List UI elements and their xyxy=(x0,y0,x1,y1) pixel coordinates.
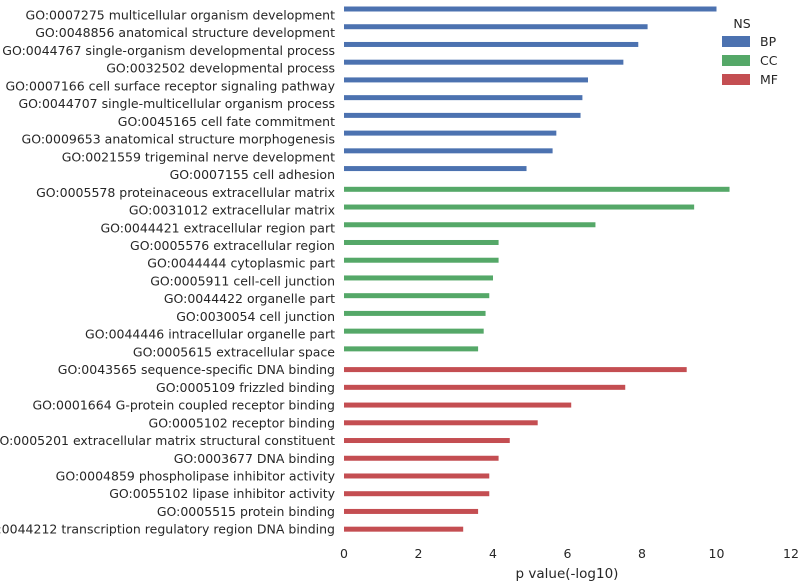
legend: NS BP CC MF xyxy=(722,16,778,87)
category-label: GO:0001664 G-protein coupled receptor bi… xyxy=(32,398,335,413)
bars-group xyxy=(344,6,730,532)
category-label: GO:0005201 extracellular matrix structur… xyxy=(0,433,335,448)
bar-mf xyxy=(344,384,626,390)
category-label: GO:0044421 extracellular region part xyxy=(100,220,335,235)
category-label: GO:0005615 extracellular space xyxy=(133,344,335,359)
x-tick-label: 8 xyxy=(638,546,646,561)
x-tick-label: 10 xyxy=(709,546,725,561)
category-labels: GO:0007275 multicellular organism develo… xyxy=(0,8,336,537)
category-label: GO:0031012 extracellular matrix xyxy=(129,203,335,218)
bar-bp xyxy=(344,6,717,12)
category-label: GO:0055102 lipase inhibitor activity xyxy=(109,486,335,501)
x-tick-label: 12 xyxy=(783,546,799,561)
bar-bp xyxy=(344,166,527,172)
bar-cc xyxy=(344,275,493,281)
bar-bp xyxy=(344,59,624,65)
x-tick-label: 4 xyxy=(489,546,497,561)
bar-mf xyxy=(344,455,499,461)
legend-label-mf: MF xyxy=(760,72,778,87)
legend-swatch-cc xyxy=(722,55,750,66)
x-tick-label: 0 xyxy=(340,546,348,561)
x-axis-title: p value(-log10) xyxy=(516,566,619,582)
bar-cc xyxy=(344,204,695,210)
bar-mf xyxy=(344,420,538,426)
category-label: GO:0044212 transcription regulatory regi… xyxy=(0,522,335,537)
bar-mf xyxy=(344,438,510,444)
legend-label-bp: BP xyxy=(760,34,777,49)
category-label: GO:0007155 cell adhesion xyxy=(170,167,335,182)
category-label: GO:0044422 organelle part xyxy=(164,291,335,306)
bar-bp xyxy=(344,77,588,83)
bar-bp xyxy=(344,95,583,101)
legend-swatch-bp xyxy=(722,36,750,47)
category-label: GO:0007166 cell surface receptor signali… xyxy=(5,78,335,93)
bar-mf xyxy=(344,402,572,408)
category-label: GO:0005109 frizzled binding xyxy=(156,380,335,395)
category-label: GO:0009653 anatomical structure morphoge… xyxy=(22,132,335,147)
bar-cc xyxy=(344,293,490,299)
bar-cc xyxy=(344,222,596,228)
bar-mf xyxy=(344,473,490,479)
bar-cc xyxy=(344,257,499,263)
bar-mf xyxy=(344,526,464,532)
x-axis-ticks: 0 2 4 6 8 10 12 xyxy=(340,546,799,561)
bar-bp xyxy=(344,112,581,118)
bar-cc xyxy=(344,186,730,192)
category-label: GO:0004859 phospholipase inhibitor activ… xyxy=(56,468,336,483)
category-label: GO:0005102 receptor binding xyxy=(149,415,335,430)
bar-cc xyxy=(344,346,479,352)
category-label: GO:0005578 proteinaceous extracellular m… xyxy=(36,185,335,200)
category-label: GO:0044707 single-multicellular organism… xyxy=(18,96,335,111)
category-label: GO:0044444 cytoplasmic part xyxy=(147,256,335,271)
category-label: GO:0005911 cell-cell junction xyxy=(150,273,335,288)
category-label: GO:0005576 extracellular region xyxy=(130,238,335,253)
legend-items: BP CC MF xyxy=(722,34,778,87)
legend-title: NS xyxy=(733,16,750,31)
x-tick-label: 2 xyxy=(415,546,423,561)
bar-mf xyxy=(344,491,490,497)
legend-label-cc: CC xyxy=(760,53,778,68)
category-label: GO:0043565 sequence-specific DNA binding xyxy=(58,362,335,377)
bar-cc xyxy=(344,310,486,316)
category-label: GO:0021559 trigeminal nerve development xyxy=(62,149,335,164)
bar-cc xyxy=(344,239,499,245)
category-label: GO:0003677 DNA binding xyxy=(174,451,335,466)
category-label: GO:0005515 protein binding xyxy=(157,504,335,519)
category-label: GO:0032502 developmental process xyxy=(106,61,335,76)
bar-cc xyxy=(344,328,484,334)
category-label: GO:0048856 anatomical structure developm… xyxy=(35,25,335,40)
bar-mf xyxy=(344,508,479,514)
bar-bp xyxy=(344,41,639,47)
category-label: GO:0030054 cell junction xyxy=(176,309,335,324)
x-tick-label: 6 xyxy=(564,546,572,561)
bar-bp xyxy=(344,24,648,30)
bar-mf xyxy=(344,367,687,373)
bar-bp xyxy=(344,130,557,136)
category-label: GO:0044767 single-organism developmental… xyxy=(2,43,335,58)
bar-bp xyxy=(344,148,553,154)
legend-swatch-mf xyxy=(722,74,750,85)
category-label: GO:0007275 multicellular organism develo… xyxy=(26,8,336,23)
category-label: GO:0045165 cell fate commitment xyxy=(118,114,335,129)
category-label: GO:0044446 intracellular organelle part xyxy=(85,327,335,342)
